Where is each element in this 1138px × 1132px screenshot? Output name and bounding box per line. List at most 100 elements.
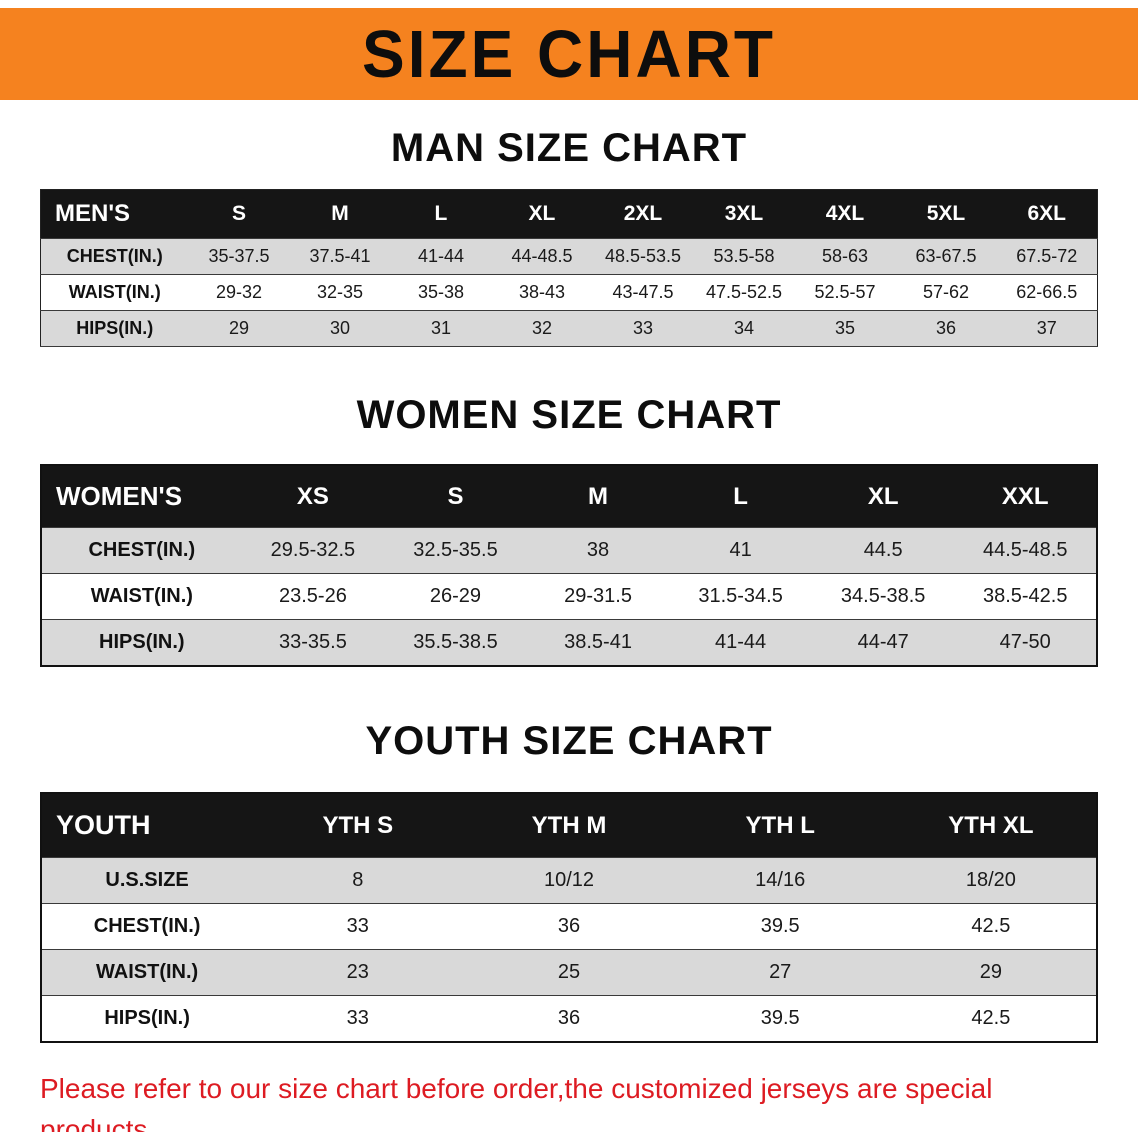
measurement-value-cell: 42.5: [885, 903, 1097, 950]
table-title-cell: YOUTH: [41, 793, 253, 858]
size-label-cell: S: [384, 465, 527, 528]
size-label-cell: XL: [491, 189, 593, 239]
size-label-cell: YTH L: [674, 793, 886, 858]
table-row: HIPS(IN.) 29 30 31 32 33 34 35 36 37: [40, 310, 1098, 347]
table-row: CHEST(IN.) 35-37.5 37.5-41 41-44 44-48.5 48.5…: [40, 238, 1098, 275]
size-label-cell: XS: [241, 465, 385, 528]
youth-size-chart-section: YOUTH SIZE CHART YOUTH YTH S YTH M YTH L YTH…: [0, 719, 1138, 1043]
size-label-cell: S: [188, 189, 290, 239]
measurement-value-cell: 44.5-48.5: [954, 527, 1097, 574]
measurement-value-cell: 38.5-42.5: [954, 573, 1097, 620]
measurement-label-cell: CHEST(IN.): [41, 903, 253, 950]
measurement-value-cell: 33-35.5: [241, 619, 385, 667]
size-table: YOUTH YTH S YTH M YTH L YTH XL U.S.SIZE 8 10/12…: [40, 792, 1098, 1043]
table-row: HIPS(IN.) 33-35.5 35.5-38.5 38.5-41 41-44 44-…: [41, 619, 1097, 667]
measurement-value-cell: 29: [885, 949, 1097, 996]
measurement-value-cell: 53.5-58: [693, 238, 795, 275]
measurement-value-cell: 32: [491, 310, 593, 347]
table-header-row: WOMEN'S XS S M L XL XXL: [41, 465, 1097, 528]
measurement-value-cell: 57-62: [895, 274, 997, 311]
size-chart-banner: SIZE CHART: [0, 8, 1138, 100]
size-label-cell: YTH S: [252, 793, 464, 858]
measurement-value-cell: 32-35: [289, 274, 391, 311]
measurement-value-cell: 29-32: [188, 274, 290, 311]
measurement-value-cell: 44-48.5: [491, 238, 593, 275]
measurement-label-cell: HIPS(IN.): [41, 995, 253, 1043]
measurement-value-cell: 14/16: [674, 857, 886, 904]
size-label-cell: XL: [811, 465, 955, 528]
size-label-cell: 3XL: [693, 189, 795, 239]
table-title-cell: MEN'S: [40, 189, 189, 239]
measurement-value-cell: 25: [463, 949, 675, 996]
disclaimer-line-1: Please refer to our size chart before or…: [40, 1073, 993, 1132]
measurement-label-cell: WAIST(IN.): [41, 573, 242, 620]
table-row: CHEST(IN.) 33 36 39.5 42.5: [41, 903, 1097, 950]
measurement-value-cell: 47.5-52.5: [693, 274, 795, 311]
men-section-heading: MAN SIZE CHART: [390, 126, 748, 170]
size-label-cell: L: [669, 465, 812, 528]
measurement-label-cell: U.S.SIZE: [41, 857, 253, 904]
size-label-cell: YTH M: [463, 793, 675, 858]
size-label-cell: 2XL: [592, 189, 694, 239]
size-label-cell: M: [526, 465, 670, 528]
measurement-value-cell: 38.5-41: [526, 619, 670, 667]
size-label-cell: 5XL: [895, 189, 997, 239]
measurement-value-cell: 34: [693, 310, 795, 347]
measurement-value-cell: 41-44: [390, 238, 492, 275]
measurement-value-cell: 38: [526, 527, 670, 574]
size-label-cell: XXL: [954, 465, 1097, 528]
measurement-value-cell: 35-37.5: [188, 238, 290, 275]
table-title-cell: WOMEN'S: [41, 465, 242, 528]
measurement-value-cell: 52.5-57: [794, 274, 896, 311]
table-row: WAIST(IN.) 29-32 32-35 35-38 38-43 43-47.5 47.…: [40, 274, 1098, 311]
measurement-value-cell: 67.5-72: [996, 238, 1098, 275]
measurement-value-cell: 29: [188, 310, 290, 347]
table-row: HIPS(IN.) 33 36 39.5 42.5: [41, 995, 1097, 1043]
measurement-value-cell: 29.5-32.5: [241, 527, 385, 574]
measurement-label-cell: HIPS(IN.): [41, 619, 242, 667]
measurement-value-cell: 36: [895, 310, 997, 347]
measurement-value-cell: 29-31.5: [526, 573, 670, 620]
size-table: MEN'S S M L XL 2XL 3XL 4XL 5XL 6XL CHEST(IN.) 35-37…: [40, 189, 1098, 347]
measurement-value-cell: 37: [996, 310, 1098, 347]
size-label-cell: 4XL: [794, 189, 896, 239]
measurement-value-cell: 36: [463, 995, 675, 1043]
table-header-row: YOUTH YTH S YTH M YTH L YTH XL: [41, 793, 1097, 858]
size-label-cell: L: [390, 189, 492, 239]
measurement-value-cell: 42.5: [885, 995, 1097, 1043]
disclaimer: Please refer to our size chart before or…: [40, 1069, 1098, 1132]
measurement-label-cell: HIPS(IN.): [40, 310, 189, 347]
measurement-value-cell: 48.5-53.5: [592, 238, 694, 275]
measurement-value-cell: 23: [252, 949, 464, 996]
men-size-chart-section: MAN SIZE CHART MEN'S S M L XL 2XL 3XL 4XL 5XL 6XL…: [0, 126, 1138, 347]
measurement-value-cell: 39.5: [674, 903, 886, 950]
page-title: SIZE CHART: [362, 16, 776, 92]
measurement-value-cell: 44-47: [811, 619, 955, 667]
size-label-cell: M: [289, 189, 391, 239]
measurement-value-cell: 32.5-35.5: [384, 527, 527, 574]
measurement-value-cell: 23.5-26: [241, 573, 385, 620]
size-label-cell: YTH XL: [885, 793, 1097, 858]
measurement-value-cell: 63-67.5: [895, 238, 997, 275]
measurement-value-cell: 31.5-34.5: [669, 573, 812, 620]
table-row: WAIST(IN.) 23.5-26 26-29 29-31.5 31.5-34.5 34…: [41, 573, 1097, 620]
measurement-value-cell: 33: [592, 310, 694, 347]
women-size-chart-section: WOMEN SIZE CHART WOMEN'S XS S M L XL XXL CHEST(…: [0, 393, 1138, 667]
measurement-value-cell: 33: [252, 995, 464, 1043]
measurement-value-cell: 26-29: [384, 573, 527, 620]
youth-size-table-container: YOUTH YTH S YTH M YTH L YTH XL U.S.SIZE 8 10/12…: [0, 792, 1138, 1043]
measurement-value-cell: 44.5: [811, 527, 955, 574]
measurement-value-cell: 30: [289, 310, 391, 347]
measurement-value-cell: 58-63: [794, 238, 896, 275]
measurement-value-cell: 8: [252, 857, 464, 904]
measurement-value-cell: 35: [794, 310, 896, 347]
measurement-value-cell: 37.5-41: [289, 238, 391, 275]
measurement-value-cell: 35.5-38.5: [384, 619, 527, 667]
measurement-label-cell: CHEST(IN.): [41, 527, 242, 574]
measurement-value-cell: 41: [669, 527, 812, 574]
measurement-label-cell: WAIST(IN.): [41, 949, 253, 996]
women-size-table-container: WOMEN'S XS S M L XL XXL CHEST(IN.) 29.5-32.5 32.5…: [0, 464, 1138, 667]
measurement-label-cell: CHEST(IN.): [40, 238, 189, 275]
measurement-value-cell: 18/20: [885, 857, 1097, 904]
